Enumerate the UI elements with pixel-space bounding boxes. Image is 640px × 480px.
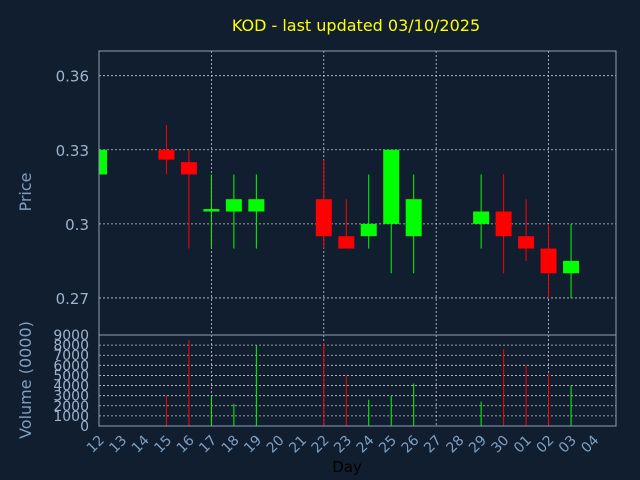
candle-body [518, 236, 535, 249]
price-tick-label: 0.36 [56, 68, 89, 86]
candle-body [563, 260, 580, 274]
volume-tick-label: 1000 [53, 409, 89, 425]
day-tick-label: 24 [354, 432, 378, 456]
candle-body [383, 149, 400, 224]
volume-tick-label: 4000 [53, 379, 89, 395]
day-tick-label: 28 [444, 433, 468, 457]
price-axis-ticks: 0.36 0.33 0.3 0.27 [56, 68, 89, 308]
candle-body [495, 211, 512, 237]
chart-title: KOD - last updated 03/10/2025 [232, 16, 480, 35]
day-tick-label: 20 [264, 433, 288, 457]
day-tick-label: 03 [556, 433, 580, 457]
volume-tick-label: 7000 [53, 348, 89, 364]
candle-body [338, 236, 355, 249]
candle-body [158, 149, 175, 160]
candle-body [315, 199, 332, 237]
volume-tick-label: 9000 [53, 328, 89, 344]
day-tick-label: 22 [309, 433, 333, 457]
price-tick-label: 0.27 [56, 290, 89, 308]
volume-bars [165, 340, 572, 426]
candle-body [180, 162, 197, 175]
day-tick-label: 17 [196, 433, 220, 457]
volume-tick-label: 6000 [53, 358, 89, 374]
day-tick-label: 15 [151, 433, 175, 457]
volume-tick-label: 0 [80, 419, 89, 435]
day-tick-label: 02 [533, 433, 557, 457]
candle-body [473, 211, 490, 224]
price-axis-label: Price [16, 172, 35, 211]
day-tick-label: 16 [174, 432, 198, 456]
price-panel-frame [98, 50, 617, 336]
grid [99, 51, 616, 427]
day-tick-label: 27 [421, 433, 445, 457]
day-tick-label: 18 [219, 433, 243, 457]
day-tick-label: 23 [331, 433, 355, 457]
day-tick-label: 14 [129, 432, 153, 456]
volume-axis-label: Volume (0000) [16, 321, 35, 439]
candle-body [540, 248, 557, 274]
candle-body [360, 223, 377, 237]
day-tick-label: 13 [106, 433, 130, 457]
day-tick-label: 04 [578, 432, 602, 456]
price-tick-label: 0.3 [65, 216, 89, 234]
price-candles [98, 125, 580, 298]
candle-body [203, 209, 220, 212]
day-axis-ticks: 1213141516171819202122232425262728293001… [84, 432, 602, 456]
day-tick-label: 29 [466, 433, 490, 457]
day-tick-label: 30 [489, 433, 513, 457]
volume-tick-label: 8000 [53, 338, 89, 354]
day-axis-label: Day [332, 458, 362, 476]
day-tick-label: 26 [399, 432, 423, 456]
candle-body [405, 199, 422, 237]
volume-tick-label: 3000 [53, 389, 89, 405]
day-tick-label: 25 [376, 433, 400, 457]
candle-body [99, 149, 107, 175]
day-tick-label: 01 [511, 433, 535, 457]
volume-panel-frame [98, 334, 617, 427]
day-tick-label: 21 [286, 433, 310, 457]
day-tick-label: 12 [84, 433, 108, 457]
day-tick-label: 19 [241, 433, 265, 457]
candle-body [248, 199, 265, 212]
volume-tick-label: 5000 [53, 368, 89, 384]
price-tick-label: 0.33 [56, 142, 89, 160]
candle-body [225, 199, 242, 212]
volume-tick-label: 2000 [53, 399, 89, 415]
